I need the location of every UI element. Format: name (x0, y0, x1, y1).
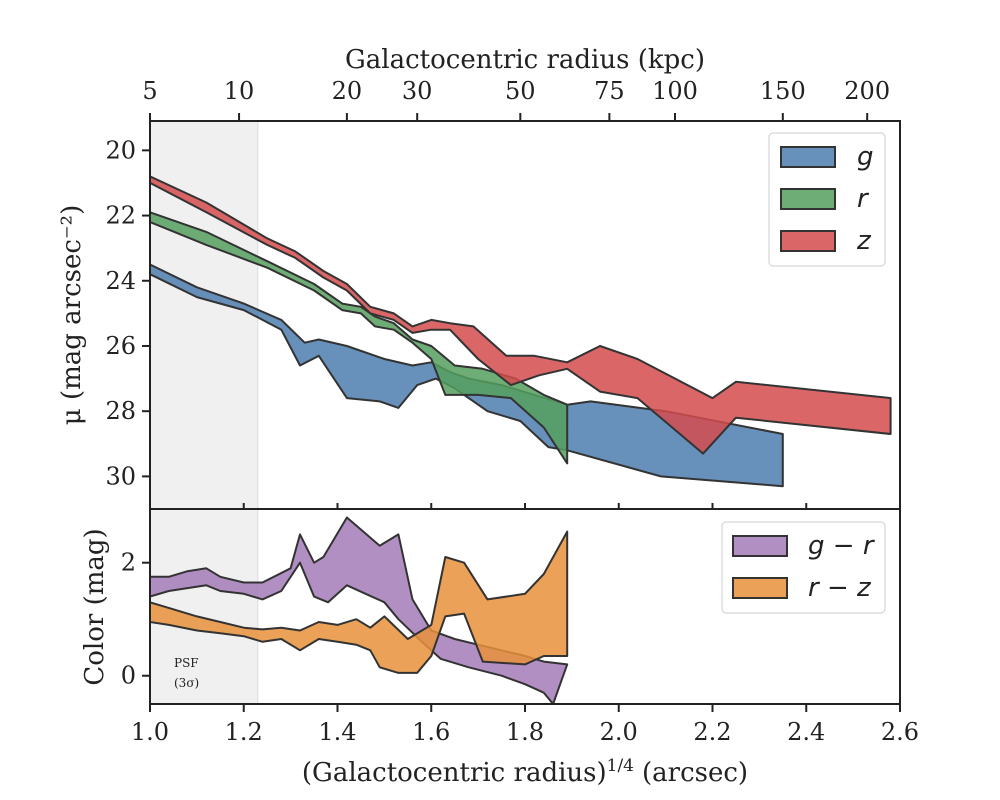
bottom-x-tick-label-2.2: 2.2 (693, 718, 731, 746)
legend-swatch-g (780, 146, 836, 168)
legend-bottom: g − r r − z (721, 521, 886, 614)
top-y-tick-label-30: 30 (105, 462, 136, 490)
bottom-x-tick-label-1.2: 1.2 (225, 718, 263, 746)
top-y-axis-title: μ (mag arcsec⁻²) (57, 205, 87, 425)
bottom-x-tick-label-2.0: 2.0 (600, 718, 638, 746)
top-x-tick-label-20: 20 (332, 77, 363, 105)
legend-swatch-rz (732, 577, 788, 599)
psf-annotation-line2: (3σ) (174, 676, 199, 690)
psf-shaded-region-top (149, 120, 259, 510)
top-x-tick-label-5: 5 (142, 77, 157, 105)
top-y-tick-label-24: 24 (105, 267, 136, 295)
bottom-x-axis-title-superscript: 1/4 (607, 756, 634, 776)
legend-swatch-gr (732, 535, 788, 557)
band-rz (150, 530, 569, 674)
top-x-axis-title: Galactocentric radius (kpc) (345, 45, 705, 75)
legend-label-z: z (856, 226, 872, 256)
legend-top: grz (768, 132, 886, 267)
top-y-tick-label-20: 20 (105, 136, 136, 164)
bottom-x-tick-label-1.4: 1.4 (318, 718, 356, 746)
bottom-x-tick-label-1.8: 1.8 (506, 718, 544, 746)
legend-swatch-r (780, 188, 836, 210)
bottom-y-axis-title: Color (mag) (80, 528, 110, 685)
top-x-tick-label-150: 150 (760, 77, 806, 105)
bottom-y-tick-label-2: 2 (121, 549, 136, 577)
top-x-tick-label-100: 100 (652, 77, 698, 105)
legend-label-gr: g − r (808, 531, 876, 561)
legend-label-g: g (857, 142, 874, 172)
band-r (150, 211, 569, 465)
band-z (150, 175, 892, 455)
bottom-x-axis-title: (Galactocentric radius)1/4 (arcsec) (302, 756, 748, 788)
top-x-tick-label-75: 75 (594, 77, 625, 105)
bottom-x-tick-label-2.6: 2.6 (881, 718, 919, 746)
top-x-tick-label-10: 10 (224, 77, 255, 105)
top-y-tick-label-28: 28 (105, 397, 136, 425)
legend-label-r: r (857, 184, 870, 214)
top-x-tick-label-200: 200 (844, 77, 890, 105)
bottom-x-tick-label-1.0: 1.0 (131, 718, 169, 746)
bottom-x-tick-label-2.4: 2.4 (787, 718, 825, 746)
legend-swatch-z (780, 230, 836, 252)
band-g (150, 263, 784, 488)
top-x-tick-label-50: 50 (505, 77, 536, 105)
legend-label-rz: r − z (808, 573, 872, 603)
band-gr (150, 516, 569, 704)
top-y-tick-label-22: 22 (105, 202, 136, 230)
bottom-x-tick-label-1.6: 1.6 (412, 718, 450, 746)
top-x-tick-label-30: 30 (402, 77, 433, 105)
bottom-y-tick-label-0: 0 (121, 662, 136, 690)
psf-shaded-region-bottom (149, 508, 259, 705)
bottom-x-axis-title-main: (Galactocentric radius) (302, 758, 607, 788)
bottom-x-axis-title-suffix: (arcsec) (642, 758, 748, 788)
psf-annotation-line1: PSF (174, 656, 199, 670)
top-y-tick-label-26: 26 (105, 332, 136, 360)
